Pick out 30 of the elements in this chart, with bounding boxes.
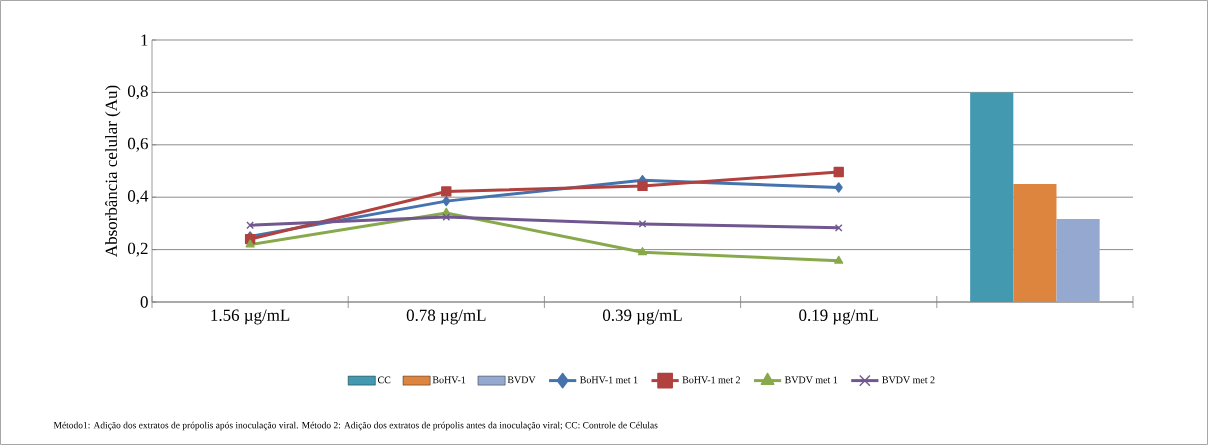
- point: [637, 247, 648, 256]
- point: [637, 180, 648, 192]
- legend-label: BoHV-1 met 2: [682, 376, 740, 384]
- text: Método1: Adição dos extratos de própolis após inoculação viral. Método 2: Adição dos extratos de própolis antes da inoculação viral; CC: Controle de Células: [53, 421, 658, 431]
- y-axis-title: Absorbância celular (Au): [105, 85, 121, 257]
- point: [442, 195, 451, 207]
- y-tick-label: 0,6: [127, 137, 148, 152]
- y-tick-label: 0,8: [127, 85, 148, 100]
- y-tick-label: 1: [141, 34, 148, 46]
- legend-label: BVDV: [507, 376, 536, 384]
- x-tick-label: 0.39 µg/mL: [602, 309, 682, 325]
- legend-label: BVDV met 2: [882, 376, 935, 384]
- y-tick-label: 0,2: [127, 242, 148, 257]
- y-tick-label: 0: [140, 296, 148, 308]
- point: [834, 255, 844, 264]
- x-tick-label: 1.56 µg/mL: [211, 309, 290, 325]
- x-tick-label: 0.19 µg/mL: [799, 309, 878, 325]
- point: [442, 213, 451, 221]
- point: [834, 182, 843, 193]
- point: [245, 239, 255, 248]
- point: [833, 166, 844, 178]
- legend-label: CC: [377, 376, 391, 384]
- legend-label: BoHV-1: [432, 376, 466, 384]
- y-tick-label: 0,4: [127, 190, 149, 205]
- point: [246, 221, 254, 230]
- legend-label: BoHV-1 met 1: [580, 376, 638, 384]
- legend-label: BVDV met 1: [784, 376, 838, 384]
- point: [834, 223, 843, 232]
- point: [441, 186, 452, 197]
- x-tick-label: 0.78 µg/mL: [406, 309, 486, 325]
